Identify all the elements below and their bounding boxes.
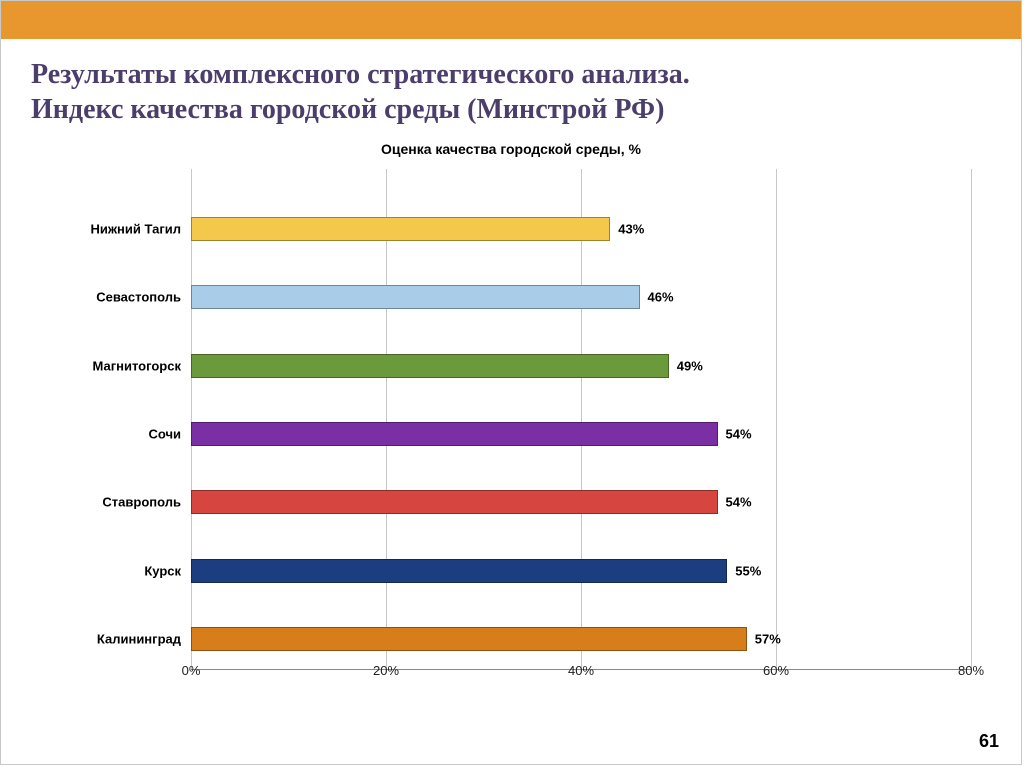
category-label: Ставрополь — [21, 495, 181, 510]
category-label: Сочи — [21, 427, 181, 442]
value-label: 55% — [735, 563, 761, 578]
plot-area — [191, 169, 971, 670]
x-tick-label: 20% — [373, 663, 399, 678]
value-label: 54% — [726, 495, 752, 510]
gridline — [971, 169, 972, 669]
chart-title: Оценка качества городской среды, % — [1, 141, 1021, 157]
slide-title: Результаты комплексного стратегического … — [1, 39, 1021, 135]
value-label: 46% — [648, 290, 674, 305]
category-label: Калининград — [21, 632, 181, 647]
gridline — [386, 169, 387, 669]
header-accent-bar — [1, 1, 1021, 39]
x-tick-label: 60% — [763, 663, 789, 678]
bar — [191, 422, 718, 446]
slide-title-line2: Индекс качества городской среды (Минстро… — [31, 94, 664, 125]
bar — [191, 627, 747, 651]
bar — [191, 490, 718, 514]
category-label: Курск — [21, 563, 181, 578]
x-tick-label: 40% — [568, 663, 594, 678]
gridline — [776, 169, 777, 669]
category-label: Нижний Тагил — [21, 222, 181, 237]
value-label: 49% — [677, 358, 703, 373]
chart-area: 0% 20% 40% 60% 80% Нижний Тагил 43% Севастополь… — [21, 159, 1001, 719]
value-label: 57% — [755, 632, 781, 647]
bar — [191, 559, 727, 583]
category-label: Магнитогорск — [21, 358, 181, 373]
x-tick-label: 0% — [182, 663, 201, 678]
bar — [191, 217, 610, 241]
gridline — [581, 169, 582, 669]
bar — [191, 354, 669, 378]
bar — [191, 285, 640, 309]
x-tick-label: 80% — [958, 663, 984, 678]
value-label: 54% — [726, 427, 752, 442]
value-label: 43% — [618, 222, 644, 237]
category-label: Севастополь — [21, 290, 181, 305]
slide-frame: Результаты комплексного стратегического … — [0, 0, 1022, 765]
page-number: 61 — [979, 731, 999, 752]
gridline — [191, 169, 192, 669]
slide-title-line1: Результаты комплексного стратегического … — [31, 59, 690, 90]
